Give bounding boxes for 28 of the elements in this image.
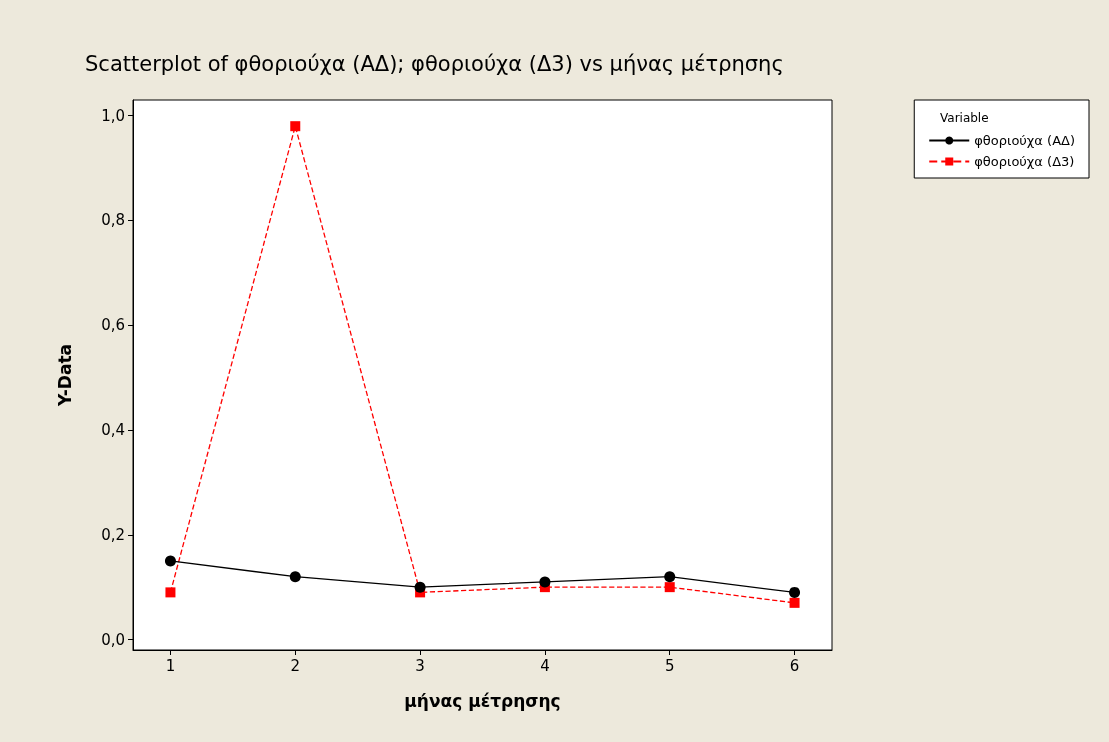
y-tick-label: 0,4 bbox=[101, 421, 125, 439]
x-tick-label: 2 bbox=[290, 656, 301, 675]
y-tick-label: 0,6 bbox=[101, 316, 125, 335]
x-tick-label: 1 bbox=[165, 656, 176, 675]
y-tick-label: 0,0 bbox=[101, 630, 125, 649]
x-tick-label: 3 bbox=[415, 656, 425, 675]
legend-title: Variable bbox=[940, 111, 989, 125]
point bbox=[165, 587, 176, 598]
x-tick-label: 5 bbox=[664, 656, 675, 675]
x-tick-label: 6 bbox=[789, 656, 800, 675]
point bbox=[664, 571, 676, 583]
point bbox=[414, 581, 426, 593]
legend-label: φθοριούχα (Δ3) bbox=[974, 154, 1075, 169]
point bbox=[539, 576, 551, 588]
point bbox=[290, 121, 301, 132]
y-tick-label: 0,2 bbox=[101, 525, 125, 544]
x-tick-label: 4 bbox=[540, 656, 550, 675]
point bbox=[789, 586, 801, 598]
y-tick-label: 1,0 bbox=[101, 106, 125, 125]
legend-label: φθοριούχα (ΑΔ) bbox=[974, 133, 1075, 148]
chart-title: Scatterplot of φθοριούχα (ΑΔ); φθοριούχα (Δ3) vs μήνας μέτρησης bbox=[85, 51, 784, 76]
point bbox=[289, 571, 301, 583]
y-axis-title: Y-Data bbox=[54, 343, 75, 408]
point bbox=[789, 597, 800, 608]
y-tick-label: 0,8 bbox=[101, 211, 125, 230]
point bbox=[164, 555, 176, 567]
point bbox=[664, 582, 675, 593]
x-axis-title: μήνας μέτρησης bbox=[404, 690, 561, 711]
